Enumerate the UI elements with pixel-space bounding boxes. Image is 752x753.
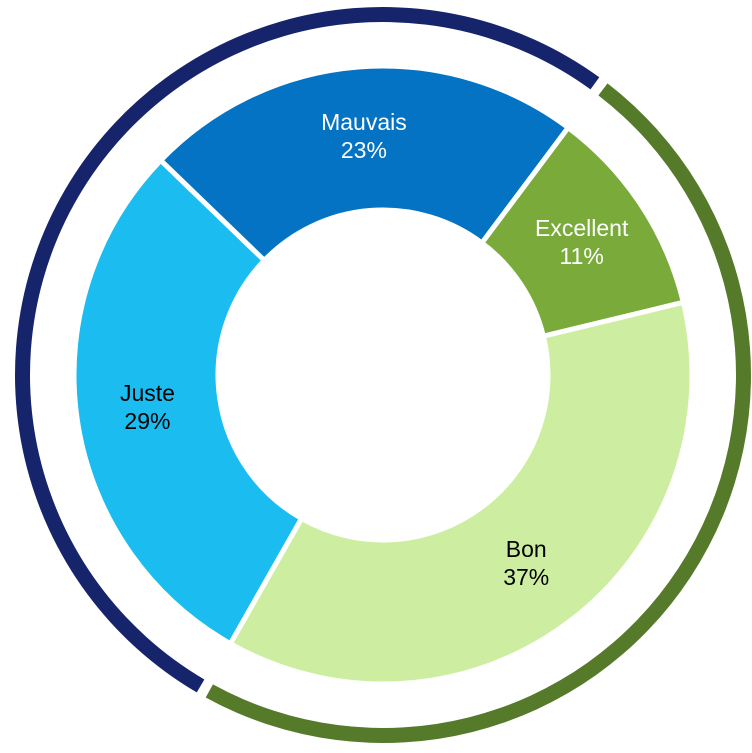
donut-segment bbox=[71, 157, 304, 647]
segment-value-label: 11% bbox=[560, 243, 604, 269]
segment-label: Excellent bbox=[535, 215, 629, 241]
segment-label: Juste bbox=[120, 380, 175, 406]
segment-label: Mauvais bbox=[321, 109, 407, 135]
donut-segment bbox=[227, 299, 695, 687]
segment-value-label: 29% bbox=[124, 408, 170, 434]
segment-value-label: 23% bbox=[341, 137, 387, 163]
segment-value-label: 37% bbox=[503, 564, 549, 590]
donut-segment bbox=[158, 63, 571, 263]
segment-label: Bon bbox=[506, 536, 547, 562]
